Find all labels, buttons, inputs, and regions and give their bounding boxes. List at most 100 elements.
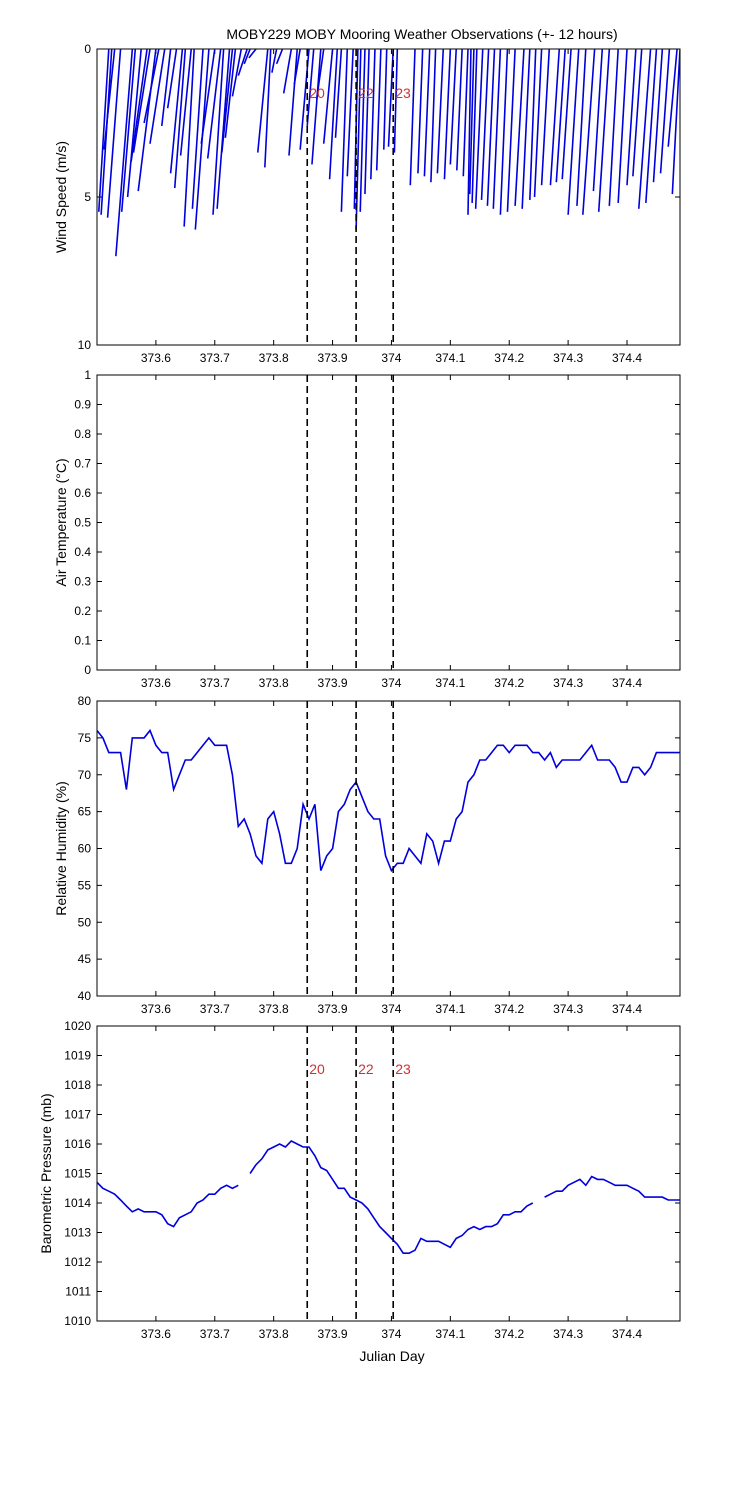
x-tick-label: 374.2 — [494, 1002, 524, 1016]
wind-stick — [282, 49, 293, 94]
x-tick-label: 373.7 — [200, 1002, 230, 1016]
x-tick-label: 374.3 — [553, 1327, 583, 1341]
x-tick-label: 374.4 — [612, 351, 642, 365]
x-tick-label: 373.6 — [141, 1002, 171, 1016]
wind-stick — [248, 49, 257, 59]
wind-stick — [322, 49, 334, 144]
wind-stick — [409, 49, 416, 186]
y-tick-label: 1015 — [64, 1167, 91, 1181]
panel-wind: 373.6 373.7 373.8 373.9 374 374.1 374.2 374.3 37… — [53, 42, 681, 365]
y-tick-label: 70 — [78, 768, 92, 782]
wind-stick — [608, 49, 619, 206]
series-line-pressure — [249, 1140, 534, 1254]
wind-stick — [533, 49, 543, 198]
data-layer-pressure — [97, 1140, 680, 1254]
wind-stick — [126, 49, 142, 198]
wind-stick — [370, 49, 376, 180]
wind-stick — [667, 49, 678, 147]
wind-stick — [306, 49, 315, 127]
wind-stick — [315, 49, 325, 100]
wind-stick — [506, 49, 516, 212]
wind-stick — [393, 49, 399, 153]
wind-stick — [97, 49, 110, 212]
wind-stick — [288, 49, 299, 156]
wind-stick — [224, 49, 237, 138]
y-axis-title: Relative Humidity (%) — [53, 781, 69, 916]
plot-area-humidity — [96, 700, 681, 997]
wind-stick — [637, 49, 652, 209]
y-tick-label: 0.7 — [74, 457, 91, 471]
y-tick-label: 1016 — [64, 1137, 91, 1151]
y-tick-label: 75 — [78, 731, 92, 745]
y-tick-label: 0.4 — [74, 545, 91, 559]
wind-stick — [340, 49, 349, 212]
x-tick-label: 374.1 — [435, 1002, 465, 1016]
x-tick-label: 374.2 — [494, 351, 524, 365]
wind-stick — [212, 49, 225, 215]
wind-stick — [359, 49, 366, 212]
y-tick-label: 0.5 — [74, 516, 91, 530]
y-tick-label: 0.9 — [74, 398, 91, 412]
y-tick-label: 40 — [78, 989, 92, 1003]
wind-stick — [592, 49, 604, 192]
wind-stick — [160, 49, 172, 127]
wind-stick — [468, 49, 475, 195]
x-tick-label: 373.7 — [200, 676, 230, 690]
wind-stick — [120, 49, 137, 212]
x-tick-label: 374.2 — [494, 676, 524, 690]
wind-stick — [561, 49, 572, 180]
wind-stick — [521, 49, 531, 209]
wind-stick — [449, 49, 458, 165]
panel-humidity: 373.6 373.7 373.8 373.9 374 374.1 374.2 374.3 37… — [53, 694, 681, 1016]
y-tick-label: 1013 — [64, 1226, 91, 1240]
x-tick-label: 374.1 — [435, 351, 465, 365]
plot-area-airtemp — [96, 374, 681, 671]
wind-stick — [328, 49, 339, 180]
event-label-22: 22 — [358, 1061, 374, 1077]
x-tick-label: 374 — [381, 1327, 401, 1341]
x-tick-label: 373.6 — [141, 1327, 171, 1341]
x-tick-label: 373.9 — [318, 1002, 348, 1016]
x-tick-label: 374 — [381, 676, 401, 690]
wind-stick — [652, 49, 664, 183]
y-tick-label: 55 — [78, 878, 92, 892]
x-tick-label: 374.1 — [435, 676, 465, 690]
x-tick-label: 374 — [381, 351, 401, 365]
wind-stick — [645, 49, 658, 203]
figure-title: MOBY229 MOBY Mooring Weather Observation… — [226, 26, 617, 42]
wind-stick — [237, 49, 248, 76]
y-tick-label: 10 — [78, 338, 92, 352]
wind-stick — [311, 49, 322, 165]
wind-stick — [200, 49, 216, 144]
y-tick-label: 0.8 — [74, 427, 91, 441]
y-tick-label: 0.6 — [74, 486, 91, 500]
wind-stick — [423, 49, 431, 177]
panel-airtemp: 373.6 373.7 373.8 373.9 374 374.1 374.2 374.3 37… — [53, 368, 681, 690]
wind-stick — [173, 49, 187, 189]
wind-stick — [216, 49, 231, 209]
x-tick-label: 374.4 — [612, 1327, 642, 1341]
y-tick-label: 1012 — [64, 1255, 91, 1269]
plot-area-pressure — [96, 1025, 681, 1322]
y-tick-label: 0.1 — [74, 634, 91, 648]
event-label-20: 20 — [309, 85, 325, 101]
y-tick-label: 1010 — [64, 1314, 91, 1328]
wind-stick — [115, 49, 134, 257]
y-tick-label: 0 — [84, 663, 91, 677]
wind-stick — [271, 49, 278, 73]
series-line-pressure — [544, 1175, 680, 1201]
wind-stick — [492, 49, 502, 209]
y-tick-label: 1014 — [64, 1196, 91, 1210]
wind-stick — [275, 49, 284, 65]
y-axis-title: Barometric Pressure (mb) — [38, 1093, 54, 1253]
plot-area-wind — [96, 48, 681, 346]
wind-stick — [456, 49, 463, 171]
wind-stick — [191, 49, 204, 209]
y-tick-label: 45 — [78, 952, 92, 966]
x-tick-label: 373.9 — [318, 351, 348, 365]
wind-stick — [417, 49, 424, 174]
wind-stick — [132, 49, 151, 153]
wind-stick — [462, 49, 469, 177]
x-tick-label: 373.8 — [259, 351, 289, 365]
